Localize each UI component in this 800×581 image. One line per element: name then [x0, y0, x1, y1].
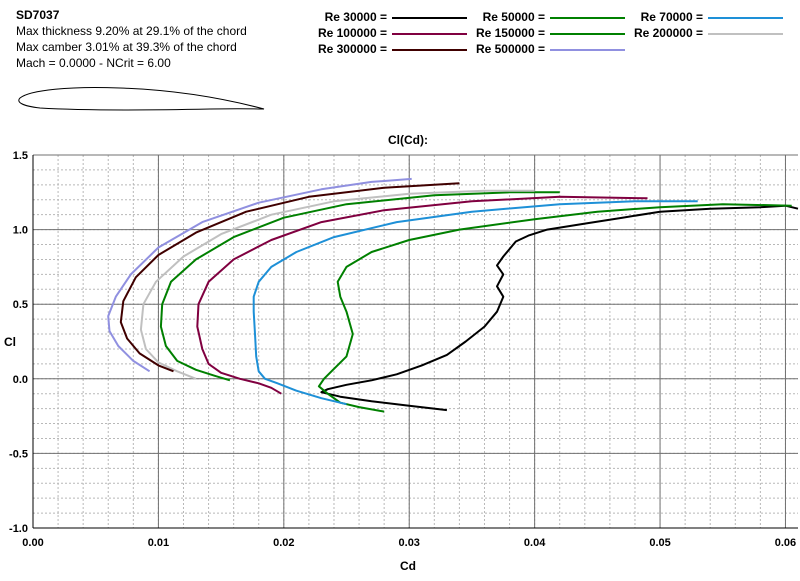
legend-item: Re 50000 =	[0, 10, 625, 24]
legend-label: Re 300000 =	[317, 42, 387, 56]
x-tick-label: 0.02	[273, 537, 294, 549]
legend-item: Re 500000 =	[0, 42, 625, 56]
airfoil-name: SD7037	[16, 8, 60, 22]
series-group	[107, 177, 799, 413]
y-tick-label: 0.5	[13, 299, 28, 311]
x-tick-label: 0.05	[649, 537, 670, 549]
legend-item: Re 200000 =	[0, 26, 783, 40]
y-tick-label: -0.5	[9, 448, 28, 460]
legend-swatch	[392, 17, 467, 19]
legend-label: Re 70000 =	[640, 10, 703, 24]
y-tick-label: 1.0	[13, 225, 28, 237]
legend-item: Re 70000 =	[0, 10, 783, 24]
airfoil-info: SD7037 Max thickness 9.20% at 29.1% of t…	[16, 7, 247, 71]
legend-label: Re 100000 =	[317, 26, 387, 40]
legend-swatch	[392, 33, 467, 35]
mach-ncrit-text: Mach = 0.0000 - NCrit = 6.00	[16, 56, 171, 70]
legend-label: Re 150000 =	[475, 26, 545, 40]
legend: Re 30000 = Re 50000 = Re 70000 = Re 100000 …	[0, 0, 800, 60]
y-tick-label: 1.5	[13, 150, 28, 162]
x-tick-label: 0.00	[22, 537, 43, 549]
series-line-3	[196, 195, 648, 395]
y-tick-label: 0.0	[13, 374, 28, 386]
x-axis-label: Cd	[400, 559, 416, 573]
x-tick-label: 0.06	[775, 537, 796, 549]
legend-item: Re 150000 =	[0, 26, 625, 40]
legend-item: Re 300000 =	[0, 42, 467, 56]
series-line-6	[119, 182, 460, 373]
legend-label: Re 500000 =	[475, 42, 545, 56]
x-tick-label: 0.01	[148, 537, 169, 549]
y-axis-label: Cl	[4, 335, 16, 349]
legend-item: Re 30000 =	[0, 10, 467, 24]
legend-swatch	[708, 33, 783, 35]
legend-swatch	[708, 17, 783, 19]
axes: 0.00 0.01 0.02 0.03 0.04 0.05 0.06 1.5 1.0 0.5 0.0…	[9, 150, 798, 549]
y-tick-label: -1.0	[9, 523, 28, 535]
max-camber-text: Max camber 3.01% at 39.3% of the chord	[16, 40, 237, 54]
legend-swatch	[550, 33, 625, 35]
series-line-0	[320, 204, 799, 412]
chart-title: Cl(Cd):	[388, 133, 428, 147]
max-thickness-text: Max thickness 9.20% at 29.1% of the chor…	[16, 24, 247, 38]
series-line-2	[252, 200, 698, 406]
x-tick-label: 0.04	[524, 537, 546, 549]
series-line-5	[139, 189, 535, 380]
legend-label: Re 50000 =	[482, 10, 545, 24]
series-line-1	[317, 203, 792, 413]
legend-item: Re 100000 =	[0, 26, 467, 40]
x-tick-label: 0.03	[399, 537, 420, 549]
series-line-7	[107, 177, 412, 373]
airfoil-profile-shape	[18, 86, 265, 111]
legend-swatch	[550, 17, 625, 19]
legend-label: Re 30000 =	[324, 10, 387, 24]
legend-label: Re 200000 =	[633, 26, 703, 40]
series-line-4	[159, 191, 560, 382]
legend-swatch	[392, 49, 467, 51]
legend-swatch	[550, 49, 625, 51]
